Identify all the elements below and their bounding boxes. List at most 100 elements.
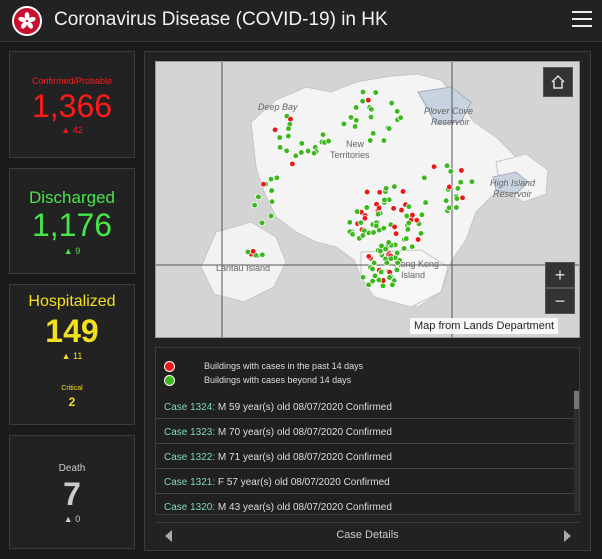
hamburger-menu-icon[interactable] [572,11,592,29]
building-marker[interactable] [359,98,366,105]
building-marker[interactable] [399,188,407,195]
case-map[interactable]: Deep Bay Plover Cove Reservoir New Terri… [155,61,580,338]
building-marker[interactable] [359,232,367,239]
building-marker[interactable] [370,259,378,267]
building-marker[interactable] [373,222,380,229]
case-row[interactable]: Case 1323: M 70 year(s) old 08/07/2020 C… [156,419,576,444]
building-marker[interactable] [394,259,401,267]
building-marker[interactable] [421,174,428,181]
building-marker[interactable] [398,206,405,214]
building-marker[interactable] [369,277,376,285]
building-marker[interactable] [285,132,292,140]
scrollbar-thumb[interactable] [574,391,579,409]
building-marker[interactable] [346,219,353,226]
building-marker[interactable] [381,196,388,204]
building-marker[interactable] [372,89,379,96]
building-marker[interactable] [380,225,387,232]
building-marker[interactable] [319,131,327,138]
building-marker[interactable] [325,137,332,145]
building-marker[interactable] [405,203,413,210]
case-row[interactable]: Case 1320: M 43 year(s) old 08/07/2020 C… [156,494,576,514]
next-arrow-icon[interactable] [564,530,571,542]
building-marker[interactable] [403,212,410,220]
building-marker[interactable] [271,126,279,133]
building-marker[interactable] [370,229,377,236]
building-marker[interactable] [390,205,397,212]
building-marker[interactable] [387,255,395,262]
building-marker[interactable] [357,219,364,226]
building-marker[interactable] [361,215,369,222]
building-marker[interactable] [368,106,375,113]
previous-arrow-icon[interactable] [165,530,172,542]
building-marker[interactable] [454,185,462,192]
building-marker[interactable] [393,266,401,274]
building-marker[interactable] [394,108,401,115]
building-marker[interactable] [468,178,476,185]
building-marker[interactable] [267,212,275,220]
zoom-out-button[interactable]: − [545,288,575,314]
building-marker[interactable] [268,198,276,205]
building-marker[interactable] [417,230,425,237]
building-marker[interactable] [267,176,275,183]
building-marker[interactable] [394,249,401,257]
building-marker[interactable] [298,149,305,156]
building-marker[interactable] [352,104,360,111]
building-marker[interactable] [453,195,461,202]
building-marker[interactable] [392,230,400,237]
building-marker[interactable] [359,88,367,96]
building-marker[interactable] [251,202,258,209]
building-marker[interactable] [340,120,348,128]
building-marker[interactable] [363,188,371,196]
building-marker[interactable] [382,185,390,192]
building-marker[interactable] [365,281,372,288]
building-marker[interactable] [388,99,395,107]
building-marker[interactable] [249,248,257,255]
building-marker[interactable] [403,235,410,242]
building-marker[interactable] [363,204,370,211]
building-marker[interactable] [369,265,376,273]
building-marker[interactable] [459,194,466,201]
building-marker[interactable] [430,163,438,170]
building-marker[interactable] [386,274,393,281]
building-marker[interactable] [383,259,390,266]
building-marker[interactable] [365,253,372,260]
building-marker[interactable] [404,226,412,233]
building-marker[interactable] [371,272,379,279]
building-marker[interactable] [268,187,275,194]
building-marker[interactable] [304,147,312,155]
building-marker[interactable] [378,242,385,250]
building-marker[interactable] [385,239,392,246]
building-marker[interactable] [259,251,266,258]
building-marker[interactable] [422,199,429,206]
building-marker[interactable] [260,181,267,188]
building-marker[interactable] [367,113,375,121]
building-marker[interactable] [443,197,450,204]
building-marker[interactable] [276,134,283,141]
building-marker[interactable] [386,125,393,132]
building-marker[interactable] [414,236,422,243]
building-marker[interactable] [375,276,383,284]
building-marker[interactable] [405,219,412,227]
building-marker[interactable] [374,211,382,218]
building-marker[interactable] [376,189,383,196]
building-marker[interactable] [400,245,408,252]
building-marker[interactable] [378,268,385,276]
building-marker[interactable] [409,211,416,219]
building-marker[interactable] [349,231,356,238]
building-marker[interactable] [389,281,396,288]
building-marker[interactable] [289,160,296,168]
case-row[interactable]: Case 1322: M 71 year(s) old 08/07/2020 C… [156,444,576,469]
building-marker[interactable] [458,167,465,174]
building-marker[interactable] [380,137,388,144]
building-marker[interactable] [292,152,299,159]
building-marker[interactable] [359,274,367,281]
zoom-in-button[interactable]: + [545,262,575,288]
building-marker[interactable] [283,147,290,154]
building-marker[interactable] [375,204,383,212]
building-marker[interactable] [273,174,280,181]
building-marker[interactable] [370,130,377,137]
building-marker[interactable] [276,144,284,151]
building-marker[interactable] [285,125,292,132]
home-extent-button[interactable] [543,67,573,97]
building-marker[interactable] [365,97,372,104]
